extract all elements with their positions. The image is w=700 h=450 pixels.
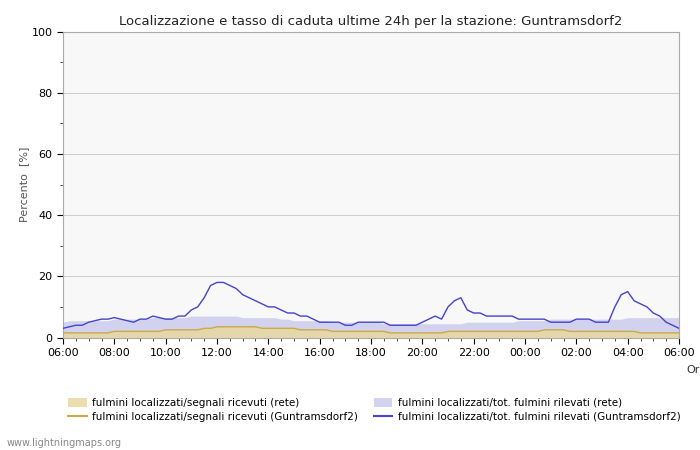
Text: Orario: Orario <box>686 365 700 375</box>
Text: www.lightningmaps.org: www.lightningmaps.org <box>7 438 122 448</box>
Title: Localizzazione e tasso di caduta ultime 24h per la stazione: Guntramsdorf2: Localizzazione e tasso di caduta ultime … <box>119 14 623 27</box>
Legend: fulmini localizzati/segnali ricevuti (rete), fulmini localizzati/segnali ricevut: fulmini localizzati/segnali ricevuti (re… <box>68 398 680 422</box>
Y-axis label: Percento  [%]: Percento [%] <box>19 147 29 222</box>
